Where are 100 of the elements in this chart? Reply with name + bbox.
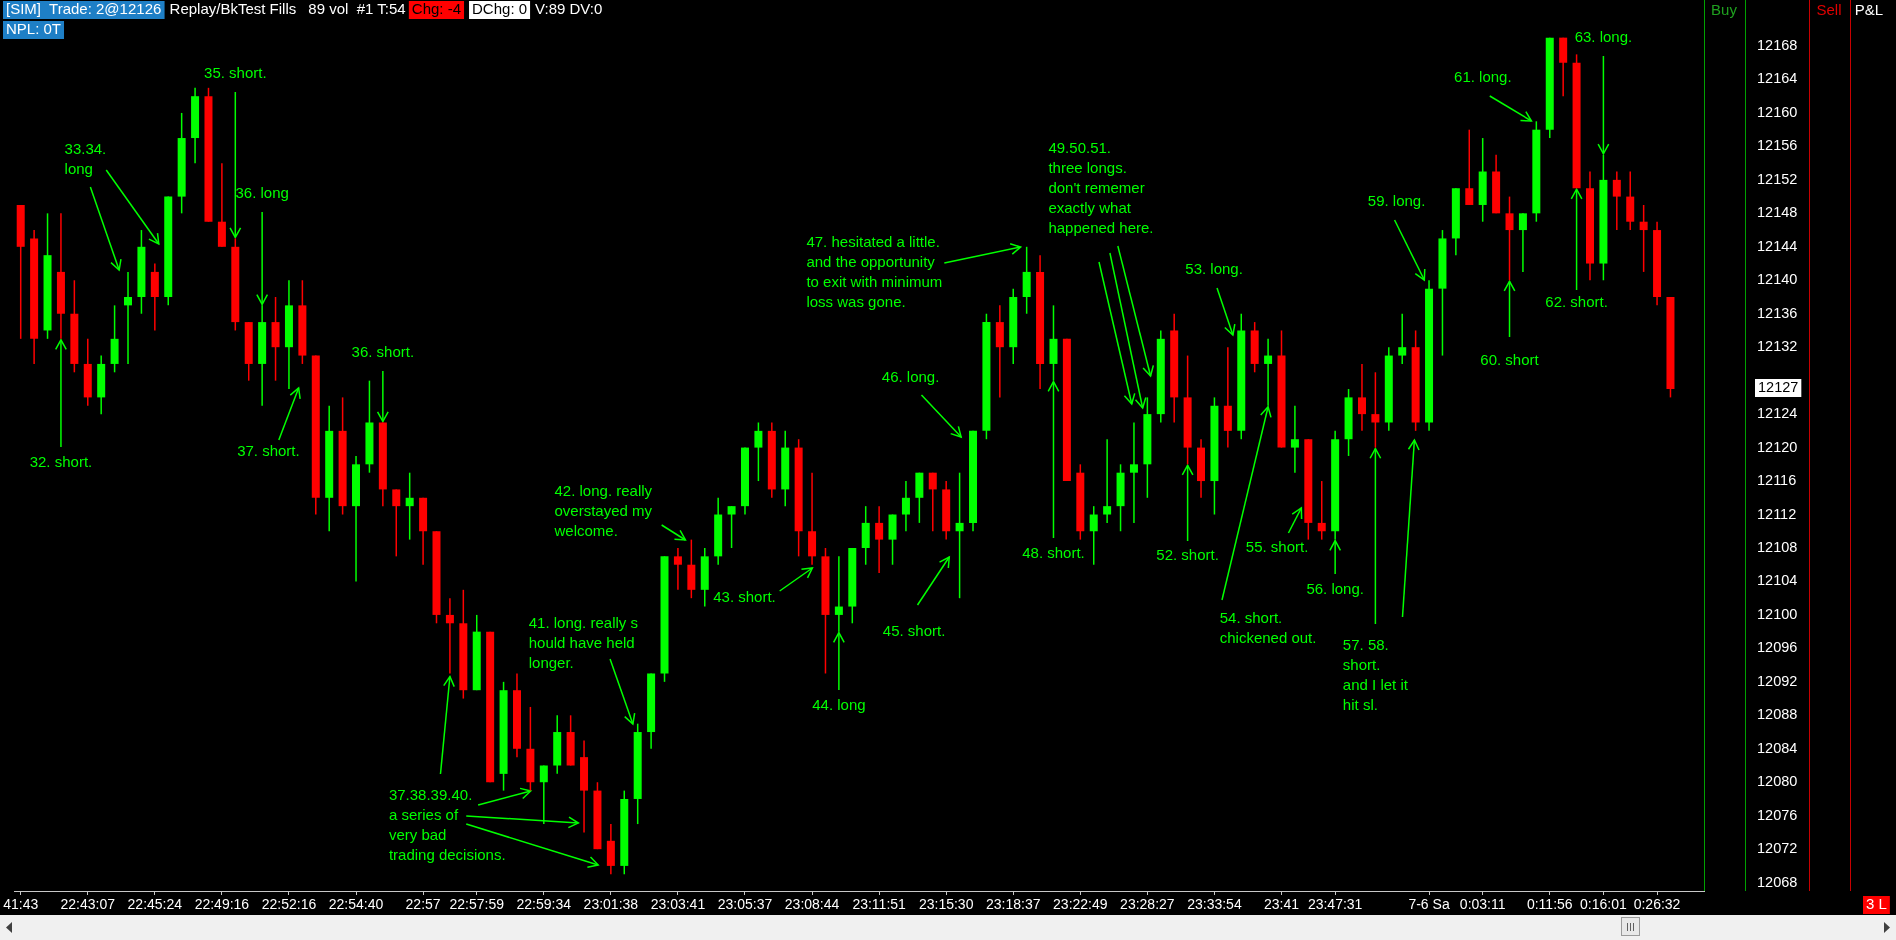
annotation: 52. short. [1156,546,1219,564]
annotation: Chg: -4 [411,0,462,18]
candlestick [1612,170,1621,231]
annotation: 63. long. [1574,28,1633,46]
x-tick-label: 23:08:44 [784,896,840,913]
y-tick-label: 12164 [1757,70,1798,87]
annotation: 61. long. [1454,68,1512,86]
y-tick-label: 12108 [1757,538,1798,555]
x-tick-label: 22:43:07 [60,896,116,913]
annotation: 37.38.39.40. a series of very bad trading decisions. [388,786,506,864]
annotation: 55. short. [1245,538,1309,556]
x-tick-label: 23:18:37 [986,896,1041,913]
x-tick-label: 0:11:56 [1526,896,1573,913]
candlestick [1465,128,1474,206]
candlestick [405,471,414,541]
annotation: 37. short. [237,442,300,460]
annotation: 62. short. [1545,293,1608,311]
y-tick-label: 12120 [1757,438,1798,455]
x-tick-label: 22:52:16 [261,896,317,913]
x-tick-label: 22:57:59 [449,896,505,913]
x-tick-label: 23:03:41 [650,896,706,913]
candlestick [1264,338,1273,407]
candlestick [955,471,964,599]
candlestick [901,480,910,532]
candlestick [1290,405,1299,474]
text: P&L [1854,1,1884,19]
annotation: 56. long. [1306,580,1364,598]
candlestick [928,471,937,532]
annotation: 43. short. [713,588,776,606]
annotation: 48. short. [1022,544,1085,562]
annotation: 57. 58. short. and I let it hit sl. [1342,636,1409,714]
y-tick-label: 12072 [1757,840,1798,857]
candlestick [445,597,454,675]
annotation: 35. short. [204,64,267,82]
annotation: 44. long [812,696,866,714]
annotation: NPL: 0T [6,20,62,38]
annotation: [SIM] Trade: 2@12126 [6,0,162,18]
annotation: DChg: 0 [472,0,528,18]
candlestick [539,764,548,825]
annotation: 53. long. [1185,260,1243,278]
annotation: 41. long. really s hould have held longer. [528,614,638,672]
annotation: Replay/BkTest Fills [169,0,297,18]
y-tick-label: 12084 [1757,739,1798,756]
candlestick [1639,204,1648,273]
x-tick-label: 22:45:24 [127,896,183,913]
y-tick-label: 12116 [1757,472,1797,489]
x-tick-label: 23:41 [1263,896,1300,913]
annotation: 36. short. [351,343,415,361]
y-tick-label: 12100 [1757,605,1798,622]
y-tick-label: 12160 [1757,103,1798,120]
y-tick-label: 12144 [1757,237,1798,254]
y-tick-label: 12152 [1757,170,1798,187]
candlestick [1317,480,1326,541]
y-tick-label: 12148 [1757,204,1798,221]
y-tick-label: 12092 [1757,672,1798,689]
y-tick-label: 12136 [1757,304,1798,321]
candlestick [392,488,401,558]
x-tick-label: 23:11:51 [852,896,907,913]
x-tick-label: 23:47:31 [1307,896,1363,913]
y-tick-label: 12080 [1757,773,1798,790]
y-tick-label: 12156 [1757,137,1798,154]
y-tick-label: 12168 [1757,37,1798,54]
x-tick-label: 0:16:01 [1580,896,1627,913]
x-tick-label: 23:28:27 [1120,896,1175,913]
y-tick-label: 12104 [1757,572,1798,589]
x-tick-label: 22:59:34 [516,896,572,913]
annotation: 32. short. [29,453,93,471]
annotation: 59. long. [1367,192,1426,210]
annotation: 33.34. long [64,140,107,178]
x-tick-label: 23:22:49 [1053,896,1108,913]
annotation: 36. long [235,184,289,202]
candlestick [727,505,736,549]
candlestick [875,505,884,574]
candlestick [1357,363,1366,432]
y-tick-label: 12088 [1757,706,1798,723]
annotation: 47. hesitated a little. and the opportunity to exit with minimum loss was gone. [806,233,943,311]
x-tick-label: 0:03:11 [1459,896,1506,913]
annotation: 89 vol #1 T:54 [308,0,406,18]
annotation: 42. long. really overstayed my welcome. [553,482,653,540]
y-tick-label: 12124 [1757,405,1798,422]
y-tick-label: 12132 [1757,338,1798,355]
x-tick-label: 23:33:54 [1187,896,1242,913]
y-tick-label: 12068 [1757,873,1798,890]
annotation: 45. short. [882,622,946,640]
x-tick-label: 41:43 [3,896,39,913]
candlestick [1089,505,1098,566]
annotation: 46. long. [881,368,940,386]
annotation: V:89 DV:0 [535,0,603,18]
text: 3 L [1866,895,1887,913]
x-tick-label: 22:49:16 [194,896,250,913]
candlestick [1103,438,1112,524]
x-tick-label: 23:05:37 [717,896,773,913]
candlestick [673,547,682,591]
annotation: 54. short. chickened out. [1219,609,1317,647]
y-tick-label: 12076 [1757,806,1798,823]
x-tick-label: 22:57 [405,896,441,913]
y-tick-label: 12096 [1757,639,1798,656]
candlestick [1518,212,1527,273]
candlestick [124,271,133,365]
annotation: 60. short [1480,351,1540,369]
